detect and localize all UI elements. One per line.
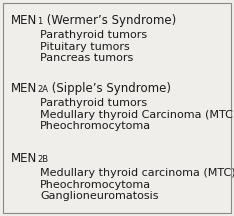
Text: Medullary thyroid carcinoma (MTC): Medullary thyroid carcinoma (MTC) bbox=[40, 168, 234, 178]
Text: (Wermer’s Syndrome): (Wermer’s Syndrome) bbox=[43, 14, 176, 27]
Text: Parathyroid tumors: Parathyroid tumors bbox=[40, 30, 147, 40]
Text: Pheochromocytoma: Pheochromocytoma bbox=[40, 179, 151, 189]
Text: Parathyroid tumors: Parathyroid tumors bbox=[40, 98, 147, 108]
Text: MEN: MEN bbox=[11, 82, 37, 95]
Text: Medullary thyroid Carcinoma (MTC): Medullary thyroid Carcinoma (MTC) bbox=[40, 110, 234, 119]
Text: Pheochromocytoma: Pheochromocytoma bbox=[40, 121, 151, 131]
Text: 1: 1 bbox=[37, 17, 43, 26]
Text: MEN: MEN bbox=[11, 14, 37, 27]
Text: (Sipple’s Syndrome): (Sipple’s Syndrome) bbox=[48, 82, 171, 95]
Text: Pituitary tumors: Pituitary tumors bbox=[40, 41, 130, 51]
Text: 2A: 2A bbox=[37, 85, 48, 94]
Text: Pancreas tumors: Pancreas tumors bbox=[40, 53, 133, 63]
Text: Ganglioneuromatosis: Ganglioneuromatosis bbox=[40, 191, 158, 201]
Text: MEN: MEN bbox=[11, 152, 37, 165]
Text: 2B: 2B bbox=[37, 155, 48, 164]
